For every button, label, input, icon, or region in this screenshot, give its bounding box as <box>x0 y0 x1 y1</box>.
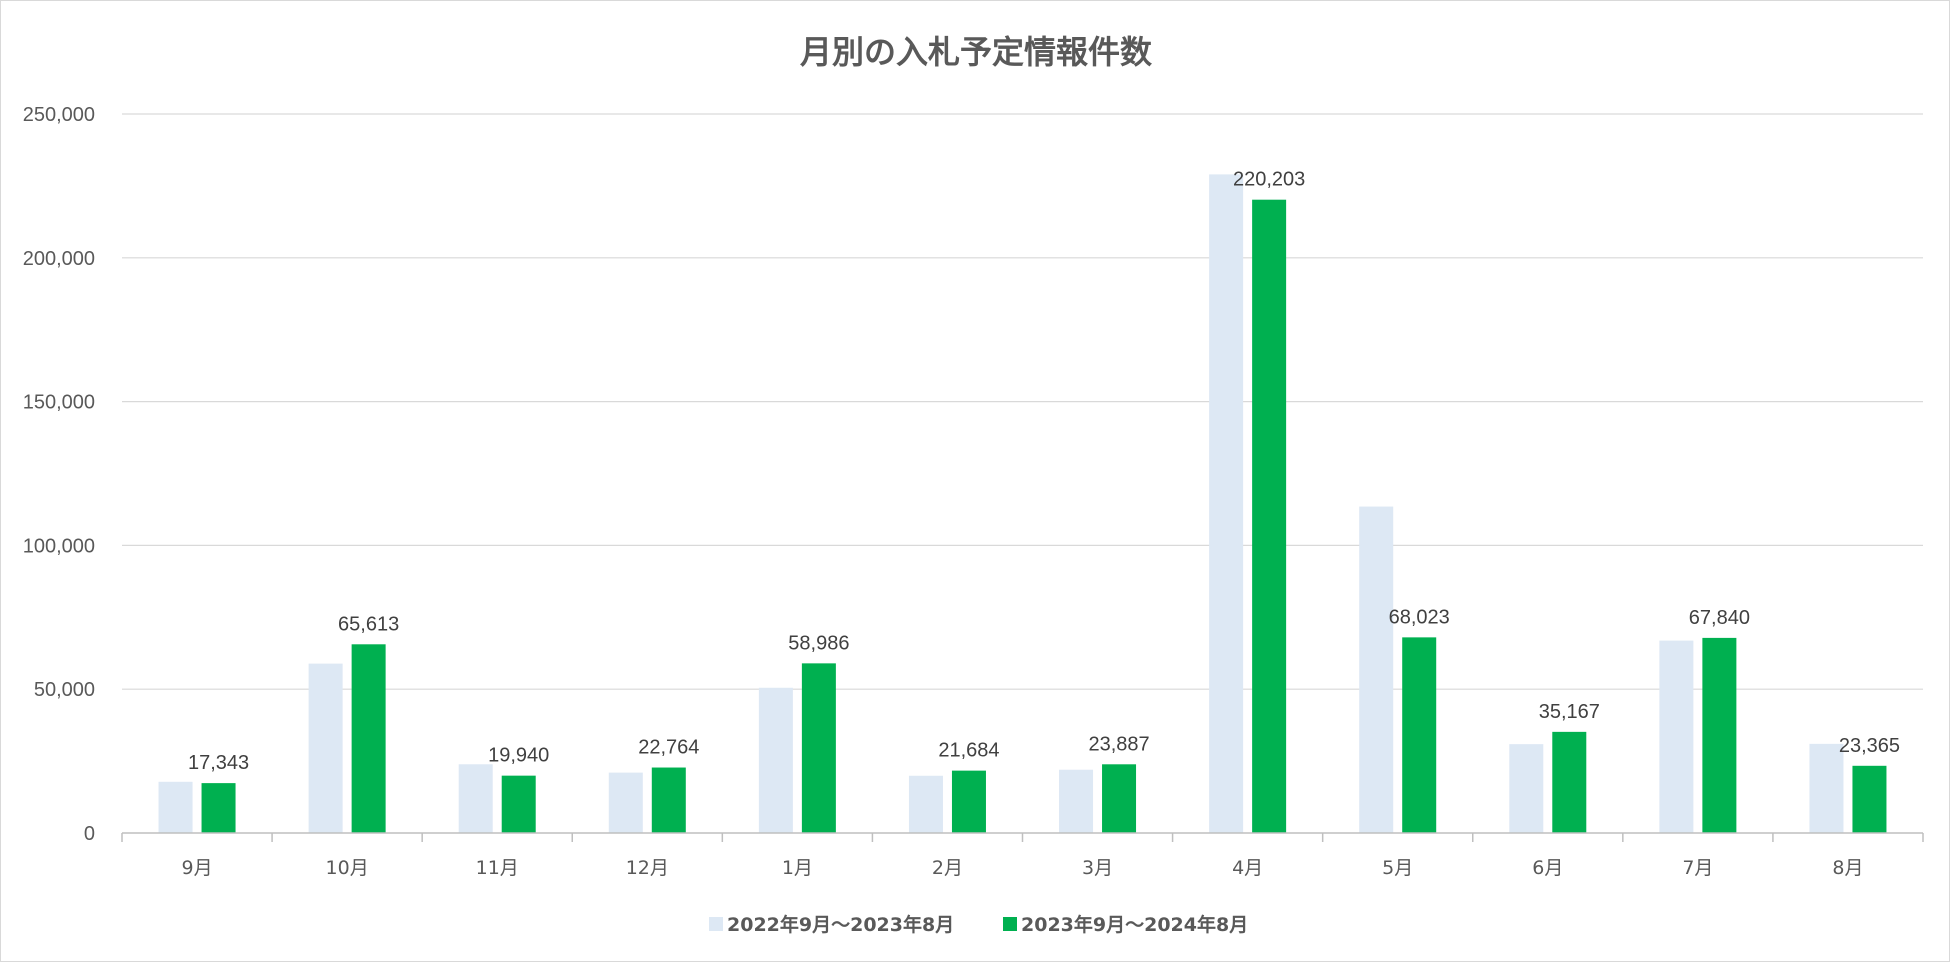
bar-series2 <box>651 767 686 833</box>
bar-series1 <box>158 781 193 833</box>
bar-series2 <box>801 663 836 833</box>
bars <box>158 174 1887 833</box>
y-axis-ticks: 0 50,000 100,000 150,000 200,000 250,000 <box>23 104 95 845</box>
data-label: 65,613 <box>338 613 399 635</box>
y-tick-label: 200,000 <box>23 248 95 270</box>
x-axis: 9月 10月 11月 12月 1月 2月 3月 4月 5月 6月 7月 8月 <box>121 832 1924 879</box>
bar-series1 <box>908 775 943 833</box>
x-tick-label: 1月 <box>782 857 813 879</box>
y-tick-label: 50,000 <box>34 679 95 701</box>
x-tick-label: 5月 <box>1382 857 1413 879</box>
x-tick-label: 3月 <box>1082 857 1113 879</box>
bar-series2 <box>951 770 986 833</box>
legend-label: 2022年9月〜2023年8月 <box>727 913 954 936</box>
bar-series1 <box>458 764 493 833</box>
data-label: 19,940 <box>488 745 549 767</box>
data-label: 22,764 <box>638 737 699 759</box>
legend-swatch <box>1003 917 1017 931</box>
bar-series2 <box>1702 637 1737 833</box>
bar-series1 <box>608 772 643 833</box>
gridlines <box>122 113 1923 690</box>
bar-series1 <box>1209 174 1244 833</box>
x-tick-label: 4月 <box>1232 857 1263 879</box>
bar-series1 <box>1509 744 1544 833</box>
data-label: 58,986 <box>788 632 849 654</box>
x-tick-label: 10月 <box>326 857 369 879</box>
bar-series2 <box>501 775 536 833</box>
legend-swatch <box>709 917 723 931</box>
bar-series2 <box>1252 199 1287 833</box>
y-tick-label: 100,000 <box>23 535 95 557</box>
x-tick-label: 9月 <box>181 857 212 879</box>
data-label: 21,684 <box>938 740 999 762</box>
data-label: 23,365 <box>1839 735 1900 757</box>
x-tick-label: 8月 <box>1832 857 1863 879</box>
legend-label: 2023年9月〜2024年8月 <box>1021 913 1248 936</box>
chart-title: 月別の入札予定情報件数 <box>800 33 1153 71</box>
x-tick-label: 12月 <box>626 857 669 879</box>
bar-series2 <box>1102 764 1137 833</box>
x-tick-label: 7月 <box>1682 857 1713 879</box>
x-tick-label: 6月 <box>1532 857 1563 879</box>
x-tick-label: 2月 <box>932 857 963 879</box>
data-labels: 17,343 65,613 19,940 22,764 58,986 21,684 23,8… <box>188 169 1900 774</box>
bar-series1 <box>308 663 343 833</box>
data-label: 17,343 <box>188 752 249 774</box>
bar-series2 <box>1852 765 1887 833</box>
bar-series1 <box>758 687 793 833</box>
bar-series2 <box>1402 637 1437 833</box>
bar-series1 <box>1659 640 1694 833</box>
y-tick-label: 250,000 <box>23 104 95 126</box>
bar-series2 <box>1552 731 1587 833</box>
x-tick-label: 11月 <box>476 857 519 879</box>
bar-series1 <box>1809 743 1844 833</box>
bar-series1 <box>1359 506 1394 833</box>
data-label: 23,887 <box>1088 733 1149 755</box>
data-label: 67,840 <box>1689 607 1750 629</box>
bar-series2 <box>201 783 236 833</box>
y-tick-label: 0 <box>84 823 95 845</box>
data-label: 220,203 <box>1233 169 1305 191</box>
bar-series1 <box>1059 769 1094 833</box>
legend: 2022年9月〜2023年8月 2023年9月〜2024年8月 <box>709 913 1248 936</box>
data-label: 35,167 <box>1539 701 1600 723</box>
data-label: 68,023 <box>1389 606 1450 628</box>
bar-series2 <box>351 644 386 833</box>
y-tick-label: 150,000 <box>23 392 95 414</box>
